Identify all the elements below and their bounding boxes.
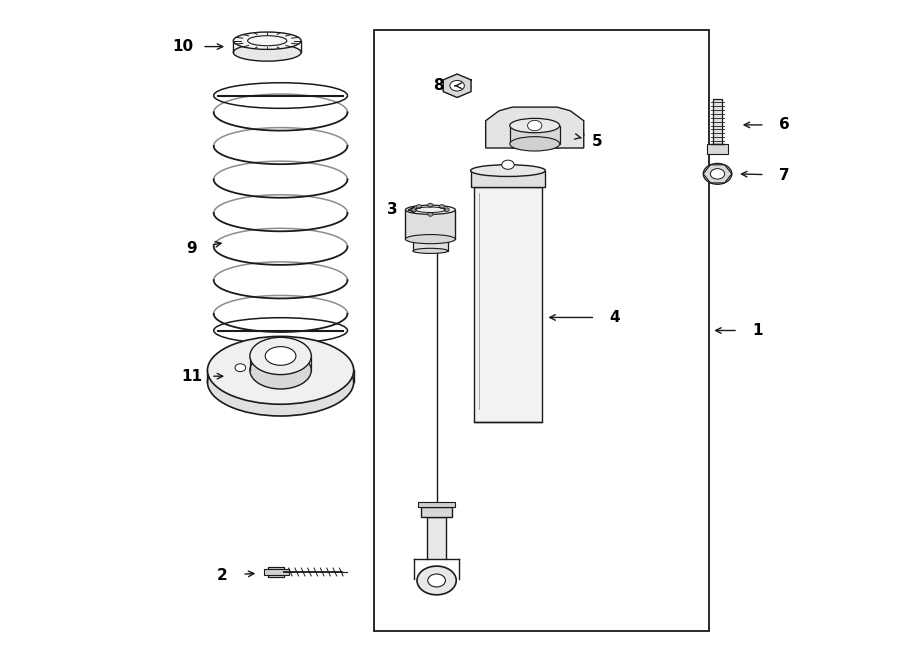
Polygon shape bbox=[486, 107, 584, 148]
Polygon shape bbox=[443, 74, 471, 98]
Ellipse shape bbox=[509, 137, 560, 151]
Ellipse shape bbox=[250, 352, 311, 389]
Bar bbox=[405, 210, 455, 239]
Circle shape bbox=[417, 566, 456, 595]
Text: 6: 6 bbox=[779, 118, 790, 132]
Bar bbox=[418, 502, 454, 508]
Circle shape bbox=[710, 169, 724, 179]
Circle shape bbox=[235, 364, 246, 371]
Ellipse shape bbox=[405, 205, 455, 214]
Ellipse shape bbox=[233, 32, 302, 50]
Text: 1: 1 bbox=[752, 323, 763, 338]
Ellipse shape bbox=[266, 346, 296, 366]
Bar bbox=[474, 187, 542, 422]
Ellipse shape bbox=[486, 120, 584, 149]
Bar bbox=[509, 126, 560, 144]
Ellipse shape bbox=[233, 44, 302, 61]
Circle shape bbox=[428, 203, 433, 207]
Circle shape bbox=[416, 204, 421, 208]
Ellipse shape bbox=[208, 348, 354, 416]
Text: 2: 2 bbox=[217, 568, 228, 583]
Ellipse shape bbox=[250, 337, 311, 375]
Text: 10: 10 bbox=[172, 39, 194, 54]
Ellipse shape bbox=[413, 249, 448, 253]
Ellipse shape bbox=[509, 118, 560, 133]
Circle shape bbox=[450, 81, 464, 91]
Text: 7: 7 bbox=[779, 168, 789, 182]
Bar bbox=[413, 239, 448, 251]
Text: 5: 5 bbox=[592, 134, 602, 149]
Circle shape bbox=[428, 212, 433, 216]
Circle shape bbox=[411, 208, 417, 212]
Circle shape bbox=[703, 163, 732, 184]
Ellipse shape bbox=[405, 235, 455, 244]
Bar bbox=[374, 30, 708, 631]
Circle shape bbox=[428, 574, 446, 587]
Bar bbox=[264, 569, 289, 575]
Text: 8: 8 bbox=[433, 78, 444, 93]
Bar bbox=[714, 98, 722, 145]
Text: 4: 4 bbox=[609, 310, 620, 325]
Circle shape bbox=[439, 204, 445, 208]
Bar bbox=[706, 144, 728, 154]
Circle shape bbox=[444, 208, 449, 212]
Bar bbox=[471, 171, 545, 187]
Text: 11: 11 bbox=[181, 369, 202, 383]
Bar bbox=[421, 508, 452, 516]
Ellipse shape bbox=[208, 336, 354, 405]
Bar bbox=[268, 567, 284, 576]
Ellipse shape bbox=[471, 165, 545, 176]
Bar bbox=[427, 516, 446, 559]
Text: 9: 9 bbox=[186, 241, 197, 256]
Text: 3: 3 bbox=[387, 202, 398, 217]
Circle shape bbox=[527, 120, 542, 131]
Circle shape bbox=[501, 160, 514, 169]
